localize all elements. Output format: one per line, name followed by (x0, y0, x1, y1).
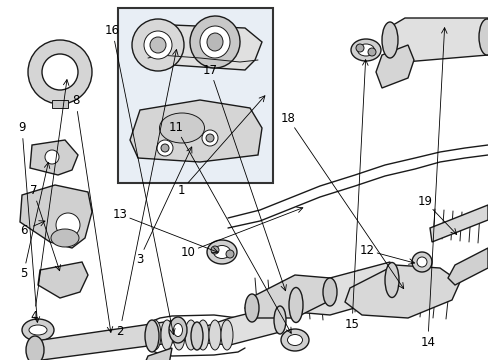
Ellipse shape (29, 325, 47, 335)
Polygon shape (294, 262, 394, 315)
Ellipse shape (22, 319, 54, 341)
Text: 14: 14 (420, 336, 434, 348)
Ellipse shape (161, 320, 173, 350)
Polygon shape (20, 185, 92, 248)
Ellipse shape (206, 33, 223, 51)
Circle shape (411, 252, 431, 272)
Ellipse shape (206, 240, 237, 264)
Ellipse shape (213, 246, 230, 258)
Text: 17: 17 (203, 64, 217, 77)
Circle shape (225, 250, 234, 258)
Circle shape (355, 44, 363, 52)
Ellipse shape (149, 320, 161, 350)
Text: 10: 10 (181, 246, 195, 258)
Ellipse shape (191, 322, 203, 350)
Ellipse shape (288, 288, 303, 323)
Text: 2: 2 (116, 325, 123, 338)
Text: 13: 13 (112, 208, 127, 221)
Polygon shape (375, 45, 413, 88)
Text: 3: 3 (135, 253, 143, 266)
Text: 5: 5 (20, 267, 27, 280)
Ellipse shape (197, 320, 208, 350)
Circle shape (161, 144, 169, 152)
Text: 11: 11 (168, 121, 183, 134)
Ellipse shape (184, 320, 197, 350)
Polygon shape (30, 140, 78, 175)
Circle shape (157, 140, 173, 156)
Polygon shape (429, 205, 487, 242)
Circle shape (367, 48, 375, 56)
Text: 6: 6 (20, 224, 27, 237)
Text: 9: 9 (18, 121, 26, 134)
Ellipse shape (169, 317, 186, 343)
Circle shape (205, 134, 214, 142)
Ellipse shape (350, 39, 380, 61)
Circle shape (45, 150, 59, 164)
Circle shape (143, 31, 172, 59)
Ellipse shape (173, 324, 182, 337)
Text: 12: 12 (359, 244, 373, 257)
Text: 8: 8 (72, 94, 80, 107)
Ellipse shape (323, 278, 336, 306)
Text: 1: 1 (177, 184, 184, 197)
Circle shape (56, 213, 80, 237)
Text: 16: 16 (105, 24, 120, 37)
Text: 4: 4 (30, 310, 38, 323)
Ellipse shape (384, 262, 398, 297)
Ellipse shape (26, 336, 44, 360)
Polygon shape (447, 248, 487, 285)
Polygon shape (52, 100, 68, 108)
Ellipse shape (51, 229, 79, 247)
Ellipse shape (281, 329, 308, 351)
Polygon shape (38, 262, 88, 298)
Ellipse shape (190, 16, 240, 68)
Circle shape (416, 257, 426, 267)
Circle shape (202, 130, 218, 146)
Polygon shape (345, 265, 459, 318)
Ellipse shape (273, 306, 285, 334)
Polygon shape (30, 320, 184, 360)
Ellipse shape (357, 44, 374, 56)
FancyBboxPatch shape (118, 8, 272, 183)
Ellipse shape (200, 26, 229, 58)
Ellipse shape (145, 320, 159, 352)
Ellipse shape (478, 19, 488, 55)
Polygon shape (387, 18, 487, 62)
Ellipse shape (208, 320, 221, 350)
Polygon shape (140, 25, 262, 70)
Text: 15: 15 (344, 318, 359, 330)
Text: 18: 18 (281, 112, 295, 125)
Polygon shape (142, 348, 172, 360)
Circle shape (210, 246, 219, 254)
Text: 19: 19 (417, 195, 432, 208)
Ellipse shape (159, 113, 204, 143)
Circle shape (150, 37, 165, 53)
Circle shape (28, 40, 92, 104)
Circle shape (132, 19, 183, 71)
Ellipse shape (287, 334, 302, 346)
Text: 7: 7 (29, 184, 37, 197)
Polygon shape (244, 275, 334, 318)
Polygon shape (130, 100, 262, 162)
Ellipse shape (244, 294, 259, 322)
Ellipse shape (221, 320, 232, 350)
Circle shape (42, 54, 78, 90)
Ellipse shape (173, 320, 184, 350)
Polygon shape (195, 305, 285, 345)
Ellipse shape (381, 22, 397, 58)
